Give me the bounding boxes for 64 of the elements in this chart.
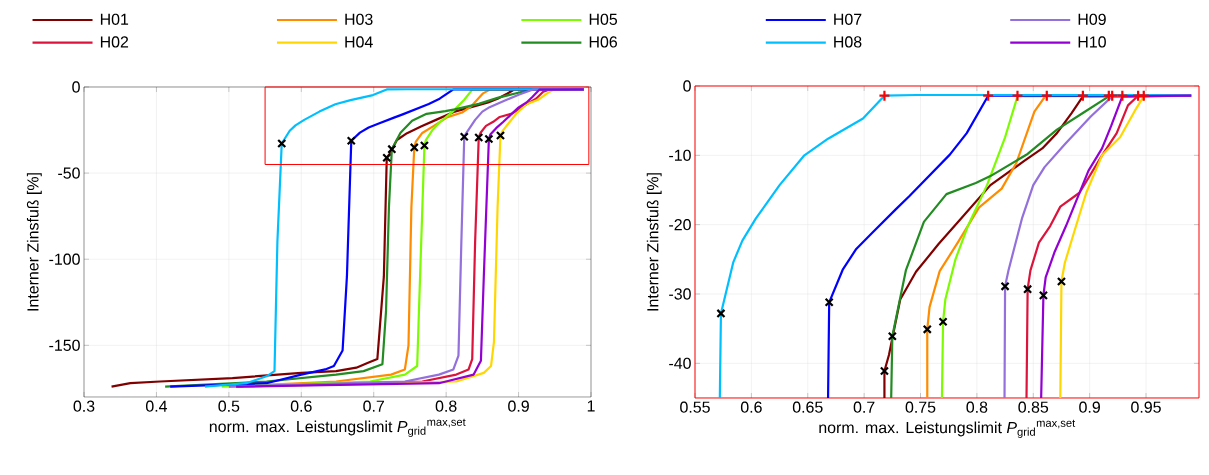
y-tick-label: -20 xyxy=(669,219,691,231)
point xyxy=(1106,89,1119,102)
point xyxy=(887,331,897,341)
point xyxy=(495,130,506,141)
x-tick-label: 0.6 xyxy=(740,401,762,413)
x-tick-label: 0.5 xyxy=(218,400,240,412)
legend-label: H08 xyxy=(834,36,862,48)
y-tick-label: 0 xyxy=(683,80,691,92)
x-tick-label: 0.9 xyxy=(508,400,529,412)
legend-label: H07 xyxy=(834,13,862,25)
x-tick-label: 0.65 xyxy=(792,401,823,413)
point xyxy=(1011,89,1024,102)
point xyxy=(1076,89,1089,102)
point xyxy=(879,366,890,376)
legend-label: H02 xyxy=(100,36,129,48)
x-tick-label: 0.75 xyxy=(905,401,936,413)
x-tick-label: 1 xyxy=(587,400,595,412)
point xyxy=(938,317,948,327)
x-axis-title: norm. max. Leistungslimit P$_{grid}$max,set xyxy=(209,418,466,437)
point xyxy=(1040,89,1053,102)
y-tick-label: -40 xyxy=(669,357,691,369)
legend-label: H04 xyxy=(345,36,373,48)
legend-label: H06 xyxy=(589,36,617,48)
point xyxy=(387,144,397,154)
x-tick-label: 0.4 xyxy=(145,400,168,412)
x-axis-title: norm. max. Leistungslimit P$_{grid}$max,set xyxy=(819,419,1076,438)
point xyxy=(1116,89,1129,102)
x-tick-label: 0.3 xyxy=(73,400,95,412)
line-series xyxy=(718,93,1193,398)
point xyxy=(982,89,995,102)
point xyxy=(922,324,932,334)
x-tick-label: 0.95 xyxy=(1131,401,1161,413)
point xyxy=(1056,276,1067,287)
point xyxy=(346,136,356,146)
y-tick-label: -30 xyxy=(669,288,691,300)
y-tick-label: -100 xyxy=(49,253,80,265)
point xyxy=(1000,281,1010,291)
x-tick-label: 0.7 xyxy=(853,401,875,413)
y-tick-label: -50 xyxy=(58,167,80,179)
y-axis-title: Interner Zinsfuß [%] xyxy=(646,173,662,311)
legend-label: H09 xyxy=(1078,13,1106,25)
y-tick-label: -10 xyxy=(669,149,691,161)
x-tick-label: 0.7 xyxy=(363,400,384,412)
x-tick-label: 0.6 xyxy=(290,400,312,412)
legend-label: H05 xyxy=(589,13,618,25)
point xyxy=(382,153,392,163)
x-tick-label: 0.55 xyxy=(680,401,710,413)
point xyxy=(277,138,287,149)
point xyxy=(878,89,891,102)
legend-label: H03 xyxy=(345,13,373,25)
point xyxy=(824,297,834,307)
point xyxy=(1038,290,1049,301)
y-axis-title: Interner Zinsfuß [%] xyxy=(26,173,42,311)
y-tick-label: -150 xyxy=(49,339,80,351)
legend-label: H01 xyxy=(100,13,129,25)
point xyxy=(1022,284,1033,294)
legend-label: H10 xyxy=(1078,36,1106,48)
y-tick-label: 0 xyxy=(72,81,80,93)
point xyxy=(459,132,469,142)
point xyxy=(716,308,726,319)
x-tick-label: 0.8 xyxy=(435,400,457,412)
x-tick-label: 0.85 xyxy=(1018,401,1049,413)
x-tick-label: 0.9 xyxy=(1079,401,1100,413)
x-tick-label: 0.8 xyxy=(966,401,988,413)
